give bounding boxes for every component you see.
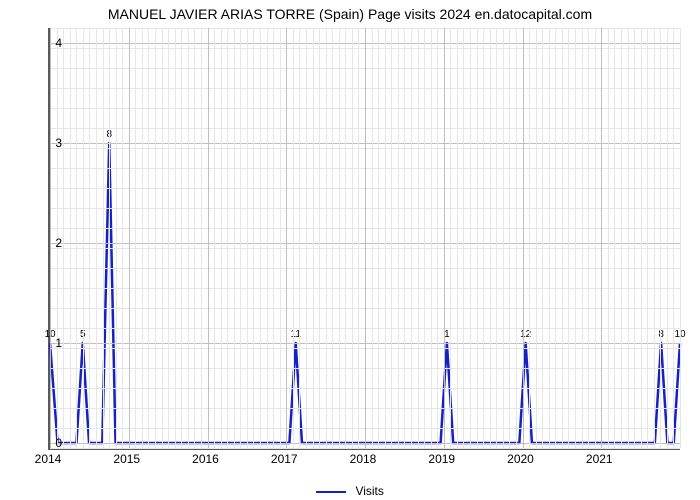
x-tick: 2017 bbox=[271, 452, 298, 466]
svg-text:1: 1 bbox=[444, 329, 450, 340]
y-tick: 0 bbox=[32, 436, 62, 450]
x-tick: 2019 bbox=[428, 452, 455, 466]
legend-swatch bbox=[316, 491, 346, 493]
x-tick: 2020 bbox=[507, 452, 534, 466]
chart-container: MANUEL JAVIER ARIAS TORRE (Spain) Page v… bbox=[0, 0, 700, 500]
y-tick: 4 bbox=[32, 36, 62, 50]
plot-area: 105811112810 bbox=[48, 28, 680, 450]
x-tick: 2014 bbox=[35, 452, 62, 466]
legend-label: Visits bbox=[355, 484, 383, 498]
y-tick: 3 bbox=[32, 136, 62, 150]
chart-title: MANUEL JAVIER ARIAS TORRE (Spain) Page v… bbox=[0, 6, 700, 22]
y-tick: 2 bbox=[32, 236, 62, 250]
svg-text:8: 8 bbox=[658, 329, 664, 340]
y-tick: 1 bbox=[32, 336, 62, 350]
x-tick: 2021 bbox=[586, 452, 613, 466]
x-tick: 2015 bbox=[113, 452, 140, 466]
x-tick: 2018 bbox=[350, 452, 377, 466]
x-tick: 2016 bbox=[192, 452, 219, 466]
legend: Visits bbox=[0, 484, 700, 498]
